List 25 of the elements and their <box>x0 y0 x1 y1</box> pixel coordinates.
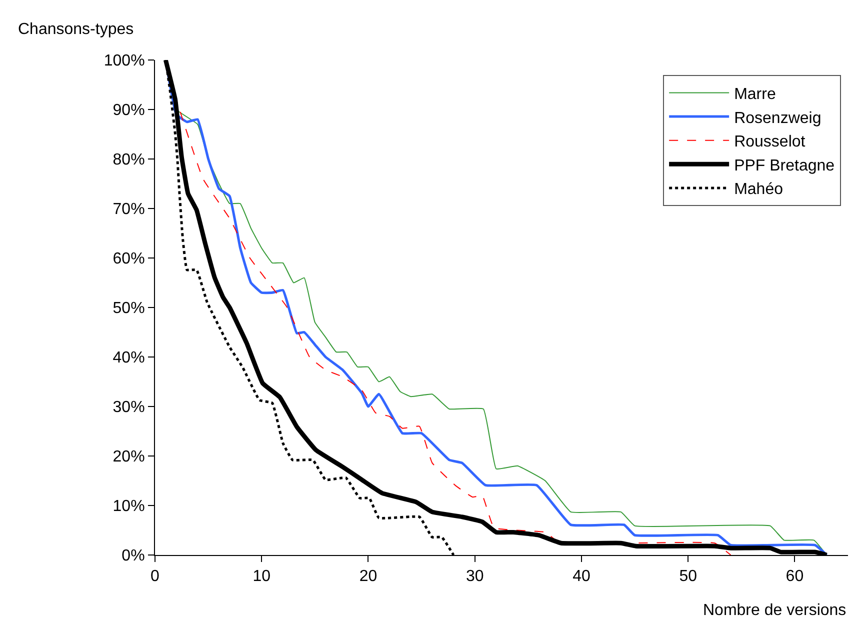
legend-label: Rosenzweig <box>734 110 822 127</box>
y-tick-label: 70% <box>112 201 145 218</box>
legend-label: PPF Bretagne <box>734 157 835 174</box>
y-tick-label: 10% <box>112 498 145 516</box>
y-tick-label: 60% <box>112 250 145 268</box>
legend-label: Mahéo <box>734 181 784 198</box>
x-tick-label: 10 <box>252 568 271 586</box>
y-tick-label: 90% <box>112 102 145 120</box>
y-tick-label: 100% <box>104 52 145 70</box>
x-axis-title: Nombre de versions <box>703 602 846 619</box>
x-tick-label: 40 <box>572 568 590 586</box>
y-tick-label: 20% <box>112 448 145 466</box>
y-tick-label: 0% <box>122 548 145 565</box>
legend-label: Rousselot <box>734 134 806 151</box>
y-axis-title: Chansons-types <box>18 21 134 38</box>
x-tick-label: 50 <box>679 568 698 586</box>
y-tick-label: 50% <box>112 300 145 318</box>
x-tick-label: 20 <box>359 568 378 586</box>
x-tick-label: 30 <box>466 568 484 586</box>
x-tick-label: 0 <box>150 568 160 586</box>
y-tick-label: 40% <box>112 350 145 367</box>
x-tick-label: 60 <box>786 568 804 586</box>
y-tick-label: 80% <box>112 152 145 169</box>
y-tick-label: 30% <box>112 399 145 416</box>
legend-label: Marre <box>734 86 776 103</box>
